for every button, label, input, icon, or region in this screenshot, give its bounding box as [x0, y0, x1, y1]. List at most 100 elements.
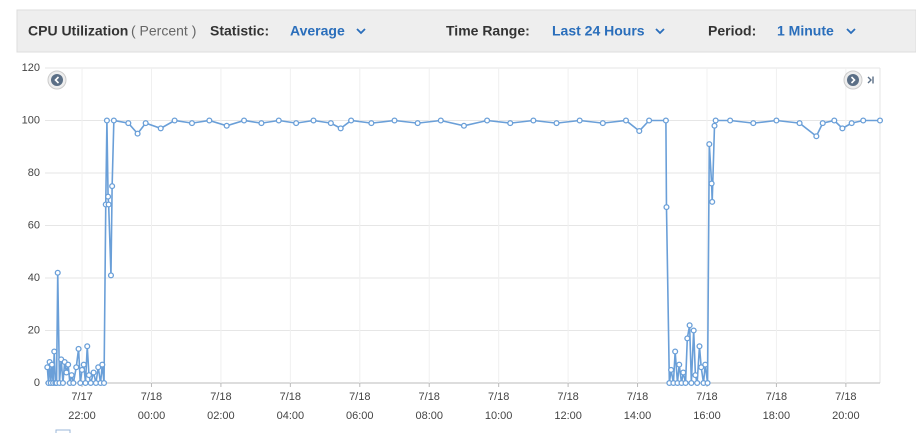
data-point	[694, 379, 701, 387]
x-tick-label: 7/18 10:00	[485, 391, 513, 422]
range-label: Time Range:	[446, 23, 530, 39]
nav-left[interactable]	[47, 70, 67, 90]
data-point	[668, 366, 675, 373]
data-point	[696, 343, 703, 350]
data-point	[44, 364, 51, 371]
data-point	[105, 201, 112, 208]
data-point	[676, 361, 683, 368]
metric-unit: ( Percent )	[131, 23, 196, 39]
data-point	[686, 322, 693, 329]
data-point	[831, 117, 838, 124]
data-point	[337, 125, 344, 132]
x-tick-label: 7/18 02:00	[207, 391, 235, 422]
data-point	[530, 117, 537, 124]
y-tick-label: 80	[28, 167, 40, 179]
data-point	[75, 345, 82, 352]
data-point	[702, 361, 709, 368]
y-tick-label: 120	[22, 62, 40, 74]
period-dropdown[interactable]: 1 Minute	[777, 23, 834, 39]
data-point	[712, 117, 719, 124]
data-point	[125, 120, 132, 127]
statistic-dropdown[interactable]: Average	[290, 23, 345, 39]
data-point	[103, 117, 110, 124]
data-point	[368, 120, 375, 127]
data-point	[99, 361, 106, 368]
chevron[interactable]	[655, 28, 665, 35]
data-point	[82, 379, 89, 387]
data-point	[110, 117, 117, 124]
x-tick-label: 7/18 12:00	[554, 391, 582, 422]
data-point	[553, 120, 560, 127]
data-point	[105, 193, 112, 200]
data-point	[171, 117, 178, 124]
data-point	[275, 117, 282, 124]
data-point	[54, 269, 61, 276]
data-point	[142, 120, 149, 127]
data-point	[109, 183, 116, 190]
data-point	[704, 379, 711, 387]
data-point	[672, 348, 679, 355]
series-line	[46, 119, 880, 384]
data-point	[709, 198, 716, 205]
data-point	[662, 117, 669, 124]
data-point	[51, 348, 58, 355]
data-point	[78, 366, 86, 373]
data-point	[484, 117, 491, 124]
x-tick-label: 7/18 16:00	[693, 391, 721, 422]
data-point	[414, 120, 421, 127]
data-point	[698, 364, 705, 371]
y-tick-label: 20	[28, 324, 40, 336]
y-tick-label: 0	[34, 377, 40, 389]
data-point	[241, 117, 248, 124]
toolbar	[16, 9, 916, 53]
data-point	[460, 122, 467, 129]
chevron[interactable]	[846, 28, 856, 35]
data-point	[100, 379, 108, 387]
data-point	[688, 379, 695, 387]
x-tick-label: 7/18 14:00	[624, 391, 652, 422]
data-point	[80, 361, 87, 368]
data-point	[90, 369, 97, 376]
data-point	[258, 120, 265, 127]
data-point	[636, 127, 643, 135]
data-point	[77, 379, 84, 387]
data-point	[95, 364, 102, 371]
data-point	[63, 369, 70, 376]
x-tick-label: 7/18 00:00	[138, 391, 166, 422]
data-point	[391, 117, 398, 124]
range-dropdown[interactable]: Last 24 Hours	[552, 23, 645, 39]
data-point	[70, 379, 77, 387]
x-tick-label: 7/18 18:00	[763, 391, 791, 422]
y-tick-label: 100	[22, 114, 40, 126]
data-point	[437, 117, 444, 124]
data-point	[813, 133, 820, 140]
x-tick-label: 7/18 06:00	[346, 391, 374, 422]
data-point	[692, 372, 699, 379]
x-tick-label: 7/17 22:00	[68, 391, 96, 422]
data-point	[750, 120, 757, 127]
data-point	[107, 272, 115, 279]
nav-right[interactable]	[843, 70, 874, 90]
data-point	[206, 117, 213, 124]
data-point	[85, 372, 93, 379]
legend-box	[55, 429, 71, 433]
data-point	[188, 120, 196, 127]
chevron[interactable]	[356, 28, 366, 35]
data-point	[84, 343, 91, 350]
period-label: Period:	[708, 23, 756, 39]
data-point	[796, 120, 803, 127]
data-point	[646, 117, 653, 124]
data-point	[157, 125, 164, 132]
data-point	[663, 204, 670, 211]
metric-title: CPU Utilization	[28, 23, 128, 39]
data-point	[711, 122, 718, 129]
data-point	[310, 117, 317, 124]
data-point	[876, 117, 884, 124]
data-point	[327, 120, 334, 127]
data-point	[59, 379, 66, 387]
data-point	[773, 117, 780, 124]
x-tick-label: 7/18 08:00	[415, 391, 443, 422]
grid: 0 20 40 60 80 100 120 7/17 22:00 7/18 00:00 7/18 02:…	[22, 62, 881, 422]
data-point	[87, 379, 94, 387]
